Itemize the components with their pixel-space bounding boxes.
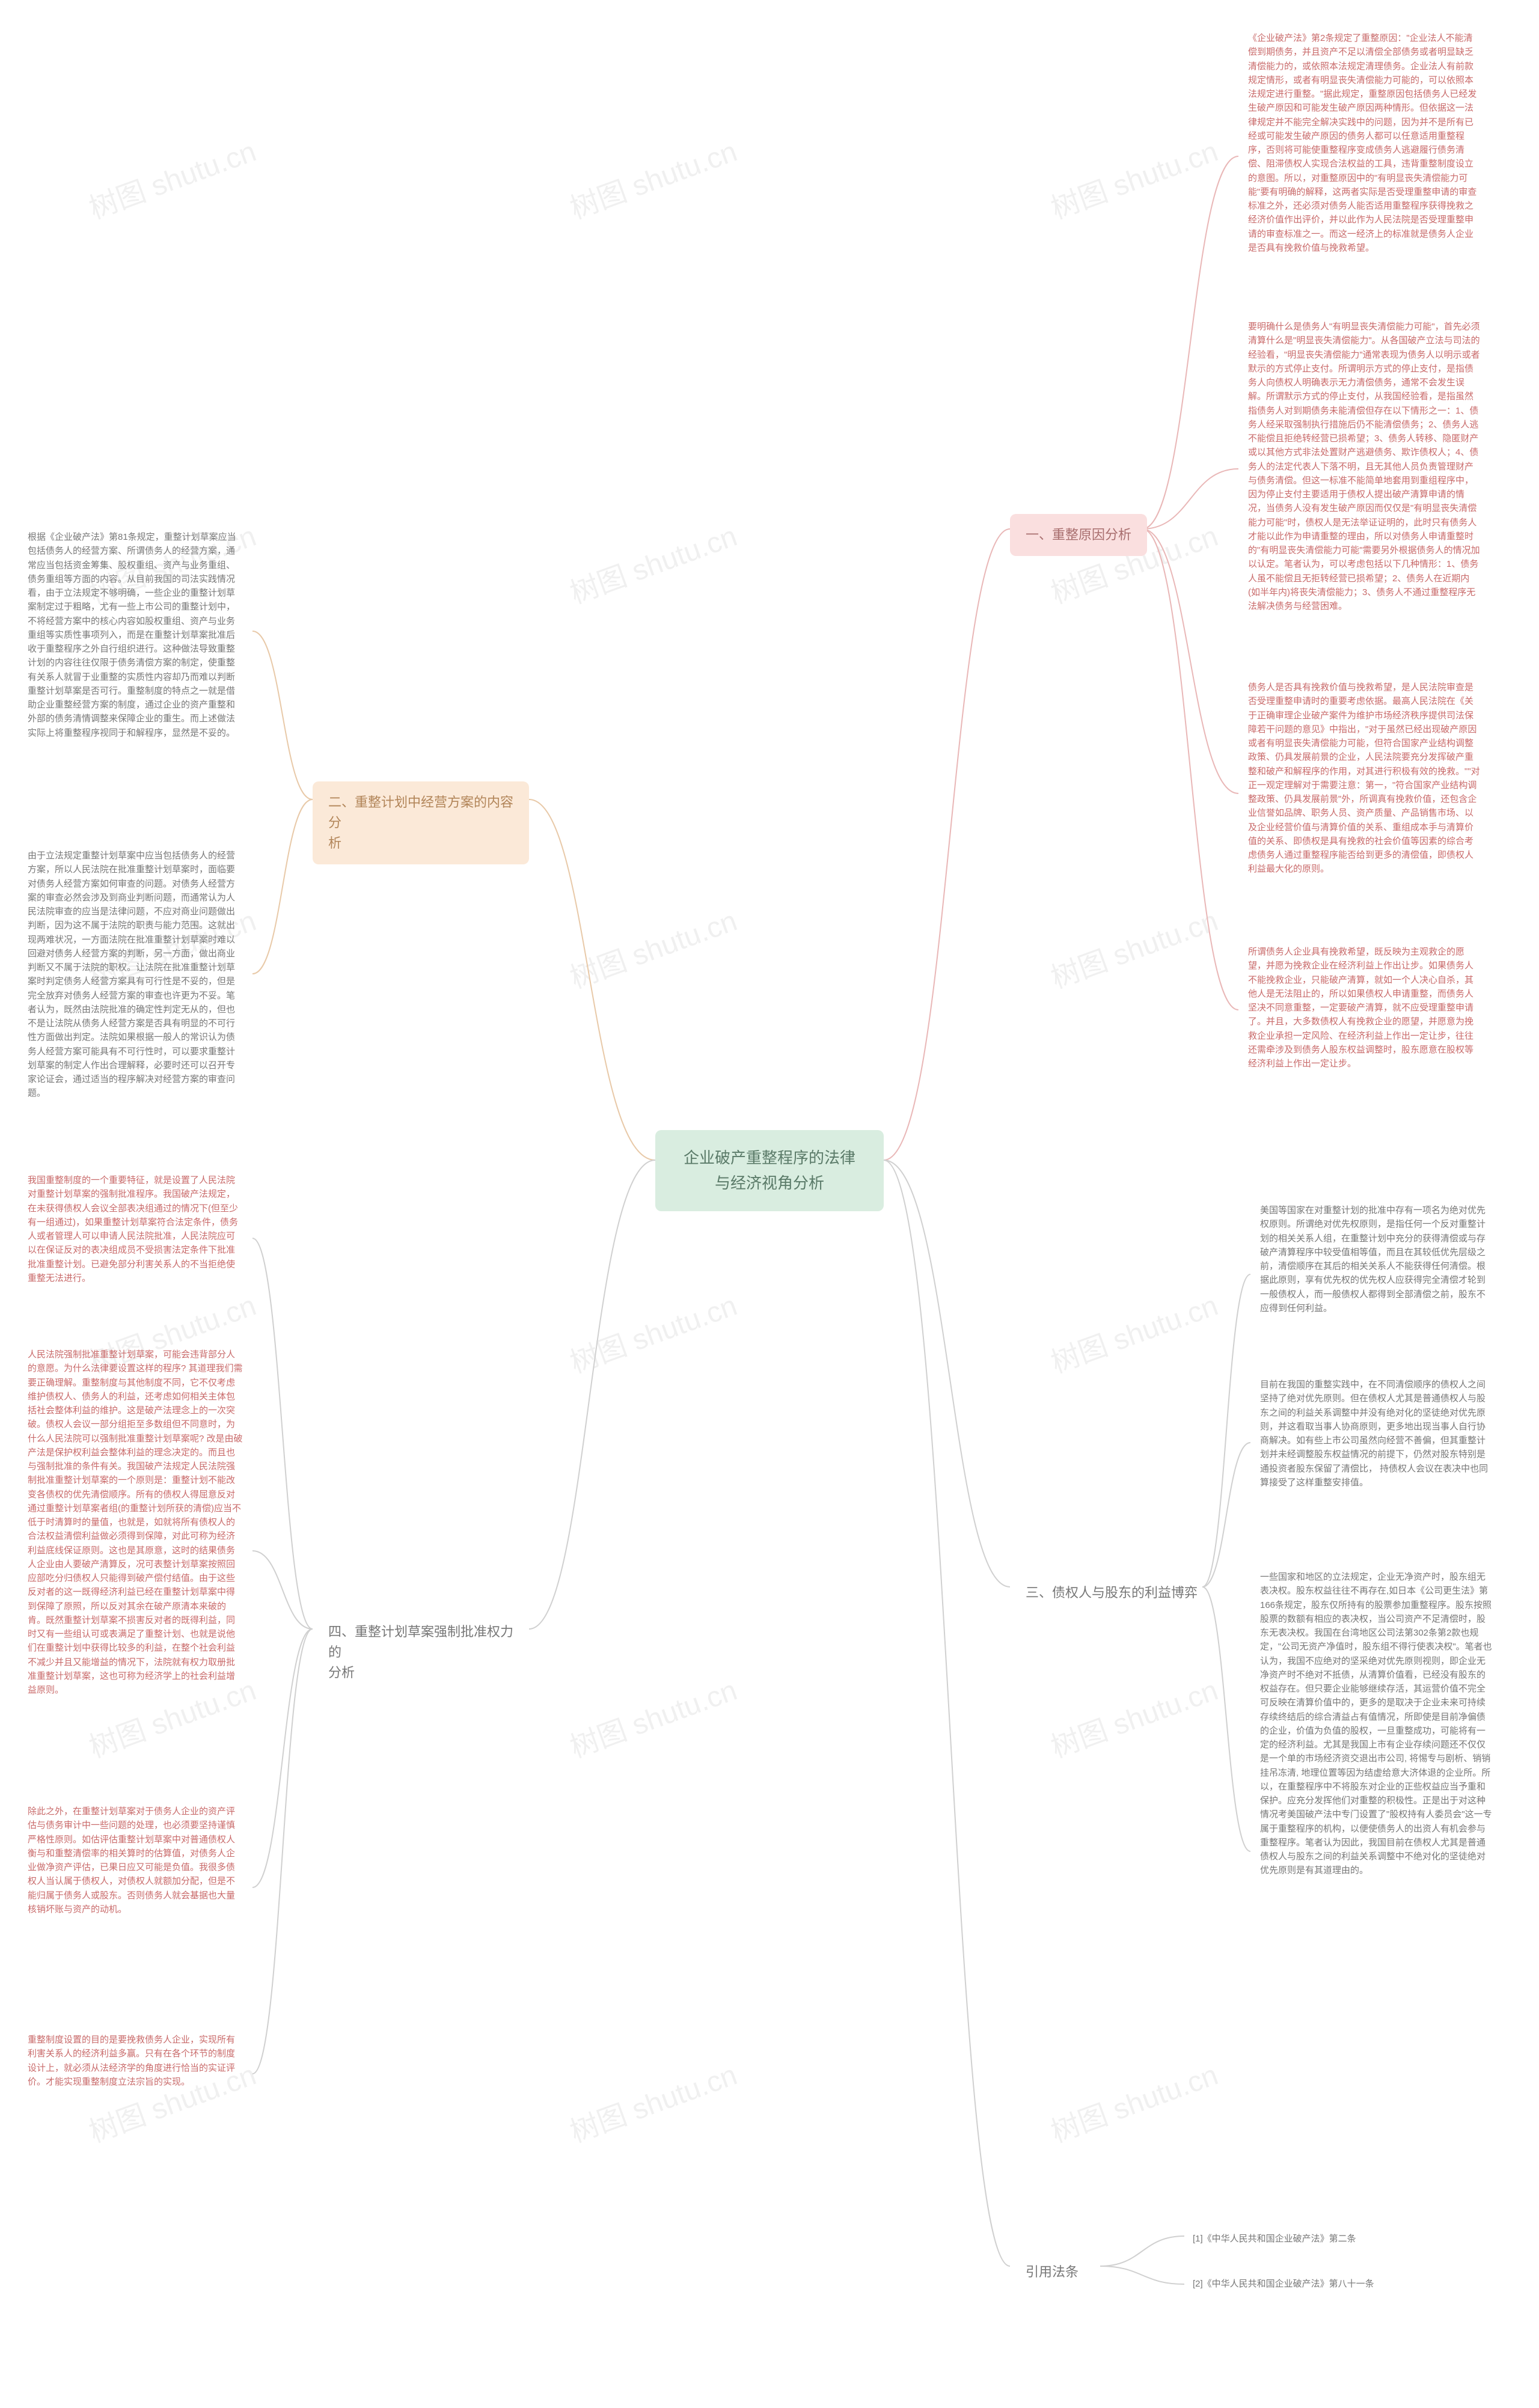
b4-leaf-0: 我国重整制度的一个重要特征，就是设置了人民法院对重整计划草案的强制批准程序。我国… bbox=[18, 1166, 252, 1292]
branch-5: 引用法条 bbox=[1010, 2251, 1094, 2293]
b3-leaf-1: 目前在我国的重整实践中，在不同清偿顺序的债权人之间坚持了绝对优先原则。但在债权人… bbox=[1250, 1371, 1503, 1497]
watermark: 树图 shutu.cn bbox=[1044, 1282, 1223, 1381]
watermark: 树图 shutu.cn bbox=[1044, 1666, 1223, 1765]
b3-leaf-0: 美国等国家在对重整计划的批准中存有一项名为绝对优先权原则。所谓绝对优先权原则，是… bbox=[1250, 1196, 1503, 1322]
b1-leaf-2: 债务人是否具有挽救价值与挽救希望，是人民法院审查是否受理重整申请时的重要考虑依据… bbox=[1238, 673, 1491, 884]
branch-3: 三、债权人与股东的利益博弈 bbox=[1010, 1572, 1213, 1614]
b4-leaf-2: 除此之外，在重整计划草案对于债务人企业的资产评估与债务审计中一些问题的处理，也必… bbox=[18, 1797, 252, 1924]
b1-leaf-3: 所谓债务人企业具有挽救希望，既反映为主观救企的愿望，并愿为挽救企业在经济利益上作… bbox=[1238, 938, 1491, 1078]
b4-leaf-3: 重整制度设置的目的是要挽救债务人企业，实现所有利害关系人的经济利益多赢。只有在各… bbox=[18, 2026, 252, 2096]
watermark: 树图 shutu.cn bbox=[563, 1282, 742, 1381]
watermark: 树图 shutu.cn bbox=[563, 1666, 742, 1765]
b1-leaf-0: 《企业破产法》第2条规定了重整原因："企业法人不能清偿到期债务，并且资产不足以清… bbox=[1238, 24, 1491, 262]
b2-leaf-1: 由于立法规定重整计划草案中应当包括债务人的经营方案，所以人民法院在批准重整计划草… bbox=[18, 842, 252, 1108]
branch-2: 二、重整计划中经营方案的内容分 析 bbox=[313, 781, 529, 864]
root-node: 企业破产重整程序的法律 与经济视角分析 bbox=[655, 1130, 884, 1211]
branch-4: 四、重整计划草案强制批准权力的 分析 bbox=[313, 1611, 529, 1694]
watermark: 树图 shutu.cn bbox=[563, 2051, 742, 2150]
b5-leaf-1: [2]《中华人民共和国企业破产法》第八十一条 bbox=[1184, 2272, 1383, 2296]
watermark: 树图 shutu.cn bbox=[563, 512, 742, 611]
watermark: 树图 shutu.cn bbox=[563, 127, 742, 227]
watermark: 树图 shutu.cn bbox=[1044, 897, 1223, 996]
watermark: 树图 shutu.cn bbox=[1044, 2051, 1223, 2150]
b4-leaf-1: 人民法院强制批准重整计划草案，可能会违背部分人的意愿。为什么法律要设置这样的程序… bbox=[18, 1340, 252, 1704]
branch-1: 一、重整原因分析 bbox=[1010, 514, 1147, 556]
b3-leaf-2: 一些国家和地区的立法规定，企业无净资产时，股东组无表决权。股东权益往往不再存在,… bbox=[1250, 1563, 1503, 1885]
b2-leaf-0: 根据《企业破产法》第81条规定，重整计划草案应当包括债务人的经营方案、所谓债务人… bbox=[18, 523, 252, 747]
watermark: 树图 shutu.cn bbox=[1044, 127, 1223, 227]
b5-leaf-0: [1]《中华人民共和国企业破产法》第二条 bbox=[1184, 2227, 1365, 2251]
b1-leaf-1: 要明确什么是债务人"有明显丧失清偿能力可能"，首先必须清算什么是"明显丧失清偿能… bbox=[1238, 313, 1491, 620]
watermark: 树图 shutu.cn bbox=[82, 127, 261, 227]
watermark: 树图 shutu.cn bbox=[563, 897, 742, 996]
